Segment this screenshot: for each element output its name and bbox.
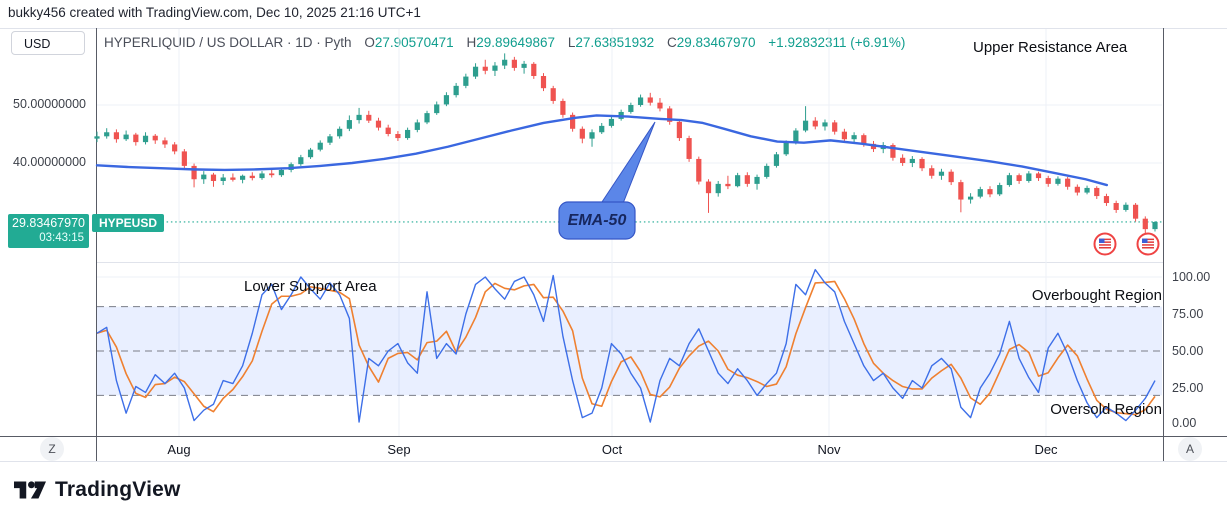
low-value: 27.63851932	[575, 35, 655, 50]
pane-divider[interactable]	[96, 262, 1163, 263]
left-scale-divider	[96, 28, 97, 461]
auto-scale-button[interactable]: A	[1178, 437, 1202, 461]
osc-tick-100: 100.00	[1172, 270, 1211, 284]
bottom-divider	[0, 461, 1227, 462]
high-label: H	[466, 35, 477, 50]
bar-close-countdown: 03:43:15	[39, 232, 84, 244]
symbol-header: HYPERLIQUID / US DOLLAR · 1D · Pyth O27.…	[104, 35, 905, 50]
current-price-badge: 29.83467970 03:43:15	[8, 214, 89, 248]
timezone-button[interactable]: Z	[40, 437, 64, 461]
time-axis-divider	[0, 436, 1227, 437]
open-label: O	[364, 35, 375, 50]
month-label-nov: Nov	[817, 442, 841, 457]
price-tick-50: 50.00000000	[13, 97, 86, 111]
osc-tick-25: 25.00	[1172, 381, 1204, 395]
month-label-aug: Aug	[167, 442, 191, 457]
us-flag-event-icon	[1136, 232, 1160, 256]
osc-tick-75: 75.00	[1172, 307, 1204, 321]
open-value: 27.90570471	[374, 35, 454, 50]
price-tick-40: 40.00000000	[13, 155, 86, 169]
attribution-text: bukky456 created with TradingView.com, D…	[8, 5, 421, 20]
tradingview-logo[interactable]: TradingView	[14, 477, 181, 503]
month-label-sep: Sep	[387, 442, 411, 457]
close-label: C	[666, 35, 677, 50]
high-value: 29.89649867	[476, 35, 556, 50]
change-value: +1.92832311 (+6.91%)	[768, 35, 906, 50]
close-value: 29.83467970	[676, 35, 756, 50]
lower-support-annotation: Lower Support Area	[244, 278, 377, 295]
upper-resistance-annotation: Upper Resistance Area	[973, 39, 1128, 56]
us-flag-event-icon	[1093, 232, 1117, 256]
low-label: L	[567, 35, 576, 50]
tradingview-logo-icon	[14, 481, 46, 499]
top-divider	[0, 28, 1227, 29]
month-label-dec: Dec	[1034, 442, 1058, 457]
symbol-title[interactable]: HYPERLIQUID / US DOLLAR · 1D · Pyth	[104, 35, 352, 50]
osc-tick-50: 50.00	[1172, 344, 1204, 358]
ema50-callout-label[interactable]: EMA-50	[567, 212, 627, 229]
overbought-annotation: Overbought Region	[1031, 287, 1162, 304]
current-price-value: 29.83467970	[12, 216, 85, 230]
symbol-price-label: HYPEUSD	[92, 214, 165, 232]
oversold-annotation: Oversold Region	[1050, 401, 1162, 418]
tradingview-logo-text: TradingView	[55, 478, 181, 501]
right-scale-divider	[1163, 28, 1164, 461]
month-label-oct: Oct	[601, 442, 623, 457]
osc-tick-0: 0.00	[1172, 416, 1197, 430]
currency-usd-button[interactable]: USD	[11, 31, 85, 55]
